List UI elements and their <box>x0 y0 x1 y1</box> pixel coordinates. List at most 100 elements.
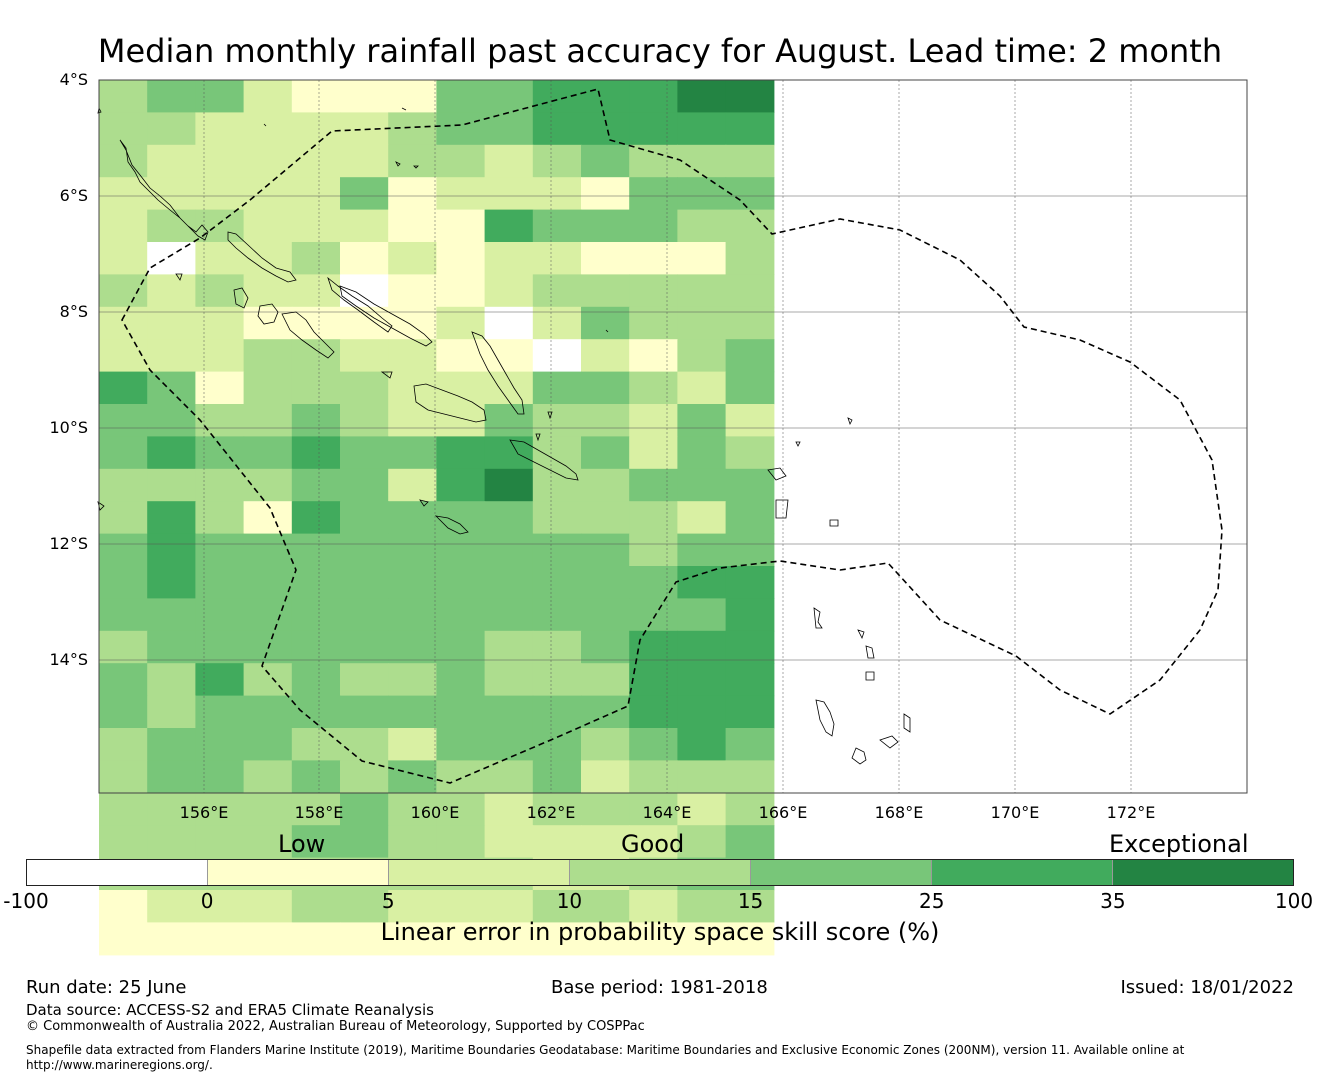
skill-cell <box>147 306 196 340</box>
skill-cell <box>195 760 245 794</box>
skill-cell <box>629 760 678 794</box>
longitude-label: 162°E <box>526 803 576 822</box>
skill-cell <box>581 630 630 664</box>
latitude-label: 10°S <box>49 418 88 437</box>
skill-cell <box>532 630 582 664</box>
skill-cell <box>436 177 486 211</box>
skill-cell <box>340 306 389 340</box>
skill-cell <box>99 630 148 664</box>
skill-cell <box>629 630 678 664</box>
skill-cell <box>677 501 727 535</box>
skill-cell <box>629 663 678 697</box>
skill-cell <box>147 501 196 535</box>
skill-cell <box>388 890 437 923</box>
skill-cell <box>581 371 630 405</box>
skill-cell <box>677 404 727 437</box>
skill-cell <box>581 501 630 535</box>
skill-cell <box>581 436 630 470</box>
skill-cell <box>725 566 775 599</box>
longitude-label: 168°E <box>874 803 924 822</box>
skill-cell <box>484 728 534 761</box>
skill-cell <box>147 112 196 146</box>
skill-cell <box>532 371 582 405</box>
skill-cell <box>340 209 389 243</box>
skill-cell <box>436 436 486 470</box>
skill-cell <box>725 371 775 405</box>
skill-cell <box>484 566 534 599</box>
skill-cell <box>99 890 148 923</box>
skill-cell <box>629 274 678 308</box>
skill-cell <box>340 501 389 535</box>
skill-cell <box>243 598 293 632</box>
skill-cell <box>99 274 148 308</box>
skill-cell <box>581 760 630 794</box>
skill-cell <box>581 566 630 599</box>
skill-cell <box>629 177 678 211</box>
skill-cell <box>484 436 534 470</box>
skill-cell <box>388 209 437 243</box>
skill-cell <box>195 436 245 470</box>
skill-cell <box>291 436 341 470</box>
coastlines <box>97 106 911 765</box>
skill-cell <box>340 663 389 697</box>
skill-cell <box>484 144 534 178</box>
skill-cell <box>388 144 437 178</box>
skill-cell <box>436 404 486 437</box>
skill-cell <box>291 566 341 599</box>
skill-cell <box>725 825 775 859</box>
skill-cell <box>629 890 678 923</box>
skill-cell <box>195 209 245 243</box>
colorbar-segment <box>27 860 208 885</box>
skill-cell <box>532 339 582 373</box>
skill-cell <box>532 404 582 437</box>
skill-cell <box>243 242 293 275</box>
skill-cell <box>581 922 630 956</box>
skill-cell <box>340 598 389 632</box>
skill-cell <box>629 112 678 146</box>
skill-cell <box>340 890 389 923</box>
skill-cell <box>340 177 389 211</box>
map-frame <box>98 79 1248 794</box>
skill-cell <box>436 80 486 113</box>
colorbar-segment <box>570 860 751 885</box>
colorbar-tick-label: 100 <box>1274 889 1314 913</box>
skill-cell <box>147 242 196 275</box>
skill-cell <box>677 728 727 761</box>
colorbar-segment <box>389 860 570 885</box>
skill-cell <box>436 501 486 535</box>
latitude-label: 12°S <box>49 534 88 553</box>
skill-cell <box>725 468 775 502</box>
skill-cell <box>725 404 775 437</box>
skill-cell <box>436 112 486 146</box>
skill-cell <box>581 112 630 146</box>
skill-cell <box>388 80 437 113</box>
skill-cell <box>340 922 389 956</box>
skill-cell <box>147 404 196 437</box>
skill-cell <box>725 598 775 632</box>
skill-cell <box>581 792 630 826</box>
skill-cell <box>99 242 148 275</box>
skill-cell <box>629 501 678 535</box>
skill-cell <box>725 274 775 308</box>
skill-cell <box>629 436 678 470</box>
colorbar-tick-label: 35 <box>1100 889 1126 913</box>
skill-cell <box>340 468 389 502</box>
skill-cell <box>532 144 582 178</box>
skill-cell <box>99 922 148 956</box>
skill-cell <box>99 404 148 437</box>
skill-cell <box>581 177 630 211</box>
skill-cell <box>484 177 534 211</box>
skill-cell <box>629 306 678 340</box>
skill-cell <box>629 339 678 373</box>
skill-cell <box>243 177 293 211</box>
skill-cell <box>340 404 389 437</box>
skill-cell <box>532 792 582 826</box>
skill-cell <box>243 404 293 437</box>
colorbar-tick-label: 25 <box>918 889 945 913</box>
skill-cell <box>195 598 245 632</box>
skill-cell <box>532 80 582 113</box>
shapefile-credit: Shapefile data extracted from Flanders M… <box>26 1043 1185 1057</box>
skill-cell <box>532 501 582 535</box>
skill-cell <box>195 339 245 373</box>
skill-cell <box>532 436 582 470</box>
